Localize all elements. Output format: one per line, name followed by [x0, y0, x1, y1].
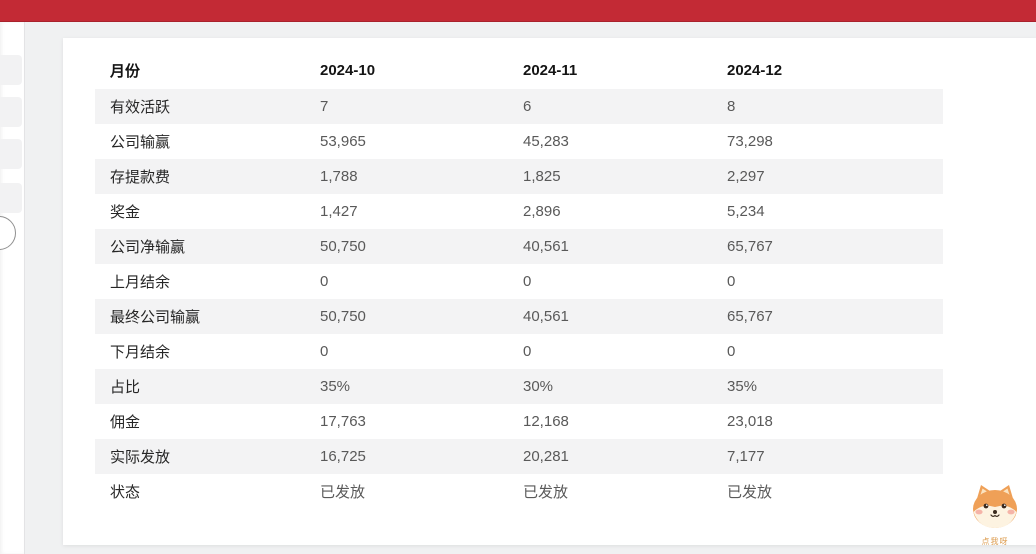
table-row: 最终公司输赢 50,750 40,561 65,767 — [95, 299, 943, 334]
column-header: 2024-12 — [727, 62, 783, 79]
sidebar-item-skeleton — [0, 183, 22, 213]
table-row: 占比 35% 30% 35% — [95, 369, 943, 404]
sidebar-item-skeleton — [0, 97, 22, 127]
cell-value: 73,298 — [727, 133, 773, 150]
cell-value: 0 — [320, 273, 329, 290]
cell-value: 已发放 — [320, 484, 366, 501]
cell-value: 2,297 — [727, 168, 765, 185]
cell-value: 50,750 — [320, 308, 366, 325]
row-label: 实际发放 — [110, 449, 171, 466]
table-row: 下月结余 0 0 0 — [95, 334, 943, 369]
table-row: 有效活跃 7 6 8 — [95, 89, 943, 124]
cell-value: 已发放 — [727, 484, 773, 501]
cell-value: 35% — [727, 378, 758, 395]
row-label: 公司净输赢 — [110, 239, 186, 256]
row-label: 状态 — [110, 484, 141, 501]
row-label: 上月结余 — [110, 274, 171, 291]
sidebar-item-skeleton — [0, 139, 22, 169]
cell-value: 已发放 — [523, 484, 569, 501]
cell-value: 23,018 — [727, 413, 773, 430]
cell-value: 20,281 — [523, 448, 569, 465]
cell-value: 16,725 — [320, 448, 366, 465]
row-label: 奖金 — [110, 204, 141, 221]
column-header: 2024-11 — [523, 62, 578, 79]
table-row: 实际发放 16,725 20,281 7,177 — [95, 439, 943, 474]
table-row: 公司输赢 53,965 45,283 73,298 — [95, 124, 943, 159]
cell-value: 53,965 — [320, 133, 366, 150]
table-header-row: 月份 2024-10 2024-11 2024-12 — [95, 52, 943, 89]
cell-value: 8 — [727, 98, 736, 115]
report-card: 月份 2024-10 2024-11 2024-12 有效活跃 7 6 8 公司… — [63, 38, 1036, 545]
cell-value: 1,825 — [523, 168, 561, 185]
cell-value: 30% — [523, 378, 554, 395]
cell-value: 12,168 — [523, 413, 569, 430]
cell-value: 1,427 — [320, 203, 358, 220]
column-header-month: 月份 — [110, 63, 141, 80]
cell-value: 6 — [523, 98, 532, 115]
cell-value: 45,283 — [523, 133, 569, 150]
cell-value: 50,750 — [320, 238, 366, 255]
table-row: 佣金 17,763 12,168 23,018 — [95, 404, 943, 439]
mascot-caption: 点我呀 — [981, 537, 1009, 546]
row-label: 最终公司输赢 — [110, 309, 201, 326]
cell-value: 7,177 — [727, 448, 765, 465]
cell-value: 0 — [727, 273, 736, 290]
collapsed-sidebar — [0, 22, 25, 554]
cell-value: 5,234 — [727, 203, 765, 220]
cell-value: 65,767 — [727, 308, 773, 325]
cell-value: 17,763 — [320, 413, 366, 430]
cell-value: 0 — [523, 273, 532, 290]
cell-value: 40,561 — [523, 308, 569, 325]
row-label: 有效活跃 — [110, 99, 171, 116]
cell-value: 0 — [523, 343, 532, 360]
mascot-widget[interactable]: 点我呀 — [964, 484, 1026, 546]
row-label: 佣金 — [110, 414, 141, 431]
cell-value: 35% — [320, 378, 351, 395]
row-label: 公司输赢 — [110, 134, 171, 151]
table-row: 奖金 1,427 2,896 5,234 — [95, 194, 943, 229]
table-row: 存提款费 1,788 1,825 2,297 — [95, 159, 943, 194]
cell-value: 0 — [727, 343, 736, 360]
row-label: 下月结余 — [110, 344, 171, 361]
cell-value: 40,561 — [523, 238, 569, 255]
top-navbar — [0, 0, 1036, 22]
cell-value: 2,896 — [523, 203, 561, 220]
row-label: 存提款费 — [110, 169, 171, 186]
column-header: 2024-10 — [320, 62, 376, 79]
cell-value: 65,767 — [727, 238, 773, 255]
shiba-dog-icon — [967, 485, 1023, 535]
cell-value: 7 — [320, 98, 329, 115]
table-row: 状态 已发放 已发放 已发放 — [95, 474, 943, 509]
row-label: 占比 — [110, 379, 141, 396]
cell-value: 1,788 — [320, 168, 358, 185]
cell-value: 0 — [320, 343, 329, 360]
table-row: 公司净输赢 50,750 40,561 65,767 — [95, 229, 943, 264]
sidebar-item-skeleton — [0, 55, 22, 85]
table-row: 上月结余 0 0 0 — [95, 264, 943, 299]
monthly-report-table: 月份 2024-10 2024-11 2024-12 有效活跃 7 6 8 公司… — [95, 52, 943, 509]
